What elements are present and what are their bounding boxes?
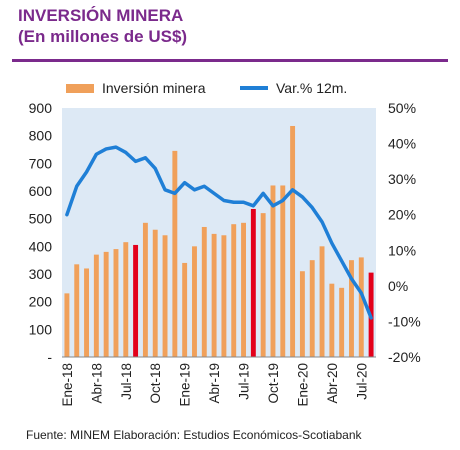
left-tick-label: 600 [29,183,53,199]
bar-ago-19 [250,208,256,357]
bar-series [64,125,374,357]
x-tick-label: Abr-19 [207,363,222,404]
x-tick-label: Abr-20 [325,363,340,404]
legend: Inversión minera Var.% 12m. [66,80,347,96]
line-series [65,145,373,320]
x-tick-label: Ene-19 [178,363,193,407]
bar-mar-19 [201,226,207,357]
x-tick-label: Ene-20 [295,363,310,407]
right-tick-label: 30% [388,171,416,187]
legend-swatch-bars [66,84,94,93]
right-tick-label: 40% [388,136,416,152]
x-tick-label: Ene-18 [60,363,75,407]
legend-label-bars: Inversión minera [102,80,206,96]
right-tick-label: 20% [388,207,416,223]
right-axis: -20% -10% 0% 10% 20% 30% 40% 50% [388,100,421,365]
left-tick-label: 200 [29,294,53,310]
right-tick-label: -10% [388,313,421,329]
left-tick-label: 400 [29,238,53,254]
left-tick-label: 500 [29,211,53,227]
x-tick-label: Jul-18 [119,363,134,400]
bar-feb-20 [309,260,315,357]
bar-abr-18 [93,254,99,357]
bar-dic-19 [290,125,296,357]
bar-jul-19 [241,222,246,357]
x-tick-label: Oct-19 [266,363,281,404]
x-tick-label: Jul-20 [354,363,369,400]
bar-abr-20 [329,283,335,357]
bar-may-20 [339,287,345,357]
bar-mar-20 [319,246,325,357]
bar-feb-19 [192,246,197,357]
line-var-12m [65,145,373,320]
bar-ene-18 [64,293,70,357]
bar-dic-18 [172,150,178,357]
left-tick-label: 800 [29,128,53,144]
left-tick-label: 100 [29,321,53,337]
bar-jul-20 [358,257,364,357]
title-divider [12,59,448,62]
bar-may-19 [221,235,227,357]
bar-sep-18 [142,222,148,357]
left-tick-label: 300 [29,266,53,282]
bar-abr-19 [211,233,217,357]
bar-jul-18 [123,242,129,357]
x-tick-label: Abr-18 [89,363,104,404]
x-tick-label: Jul-19 [237,363,252,400]
bar-sep-19 [260,213,266,357]
x-tick-label: Oct-18 [148,363,163,404]
bar-mar-18 [84,268,89,357]
bar-feb-18 [74,264,80,357]
bar-nov-19 [280,185,286,357]
chart-subtitle: (En millones de US$) [18,27,188,46]
right-tick-label: 50% [388,100,416,116]
bar-ago-18 [133,244,139,357]
bar-nov-18 [162,235,168,357]
bar-jun-18 [113,249,119,357]
bar-jun-19 [231,224,237,357]
legend-label-line: Var.% 12m. [276,80,347,96]
x-axis: Ene-18 Abr-18 Jul-18 Oct-18 Ene-19 Abr-19 Jul-… [60,356,376,407]
left-tick-label: 700 [29,155,53,171]
bar-ene-20 [299,271,305,357]
right-tick-label: 10% [388,242,416,258]
left-tick-label: 900 [29,100,53,116]
right-tick-label: 0% [388,278,408,294]
left-tick-label: - [47,349,52,365]
bar-may-18 [103,251,109,357]
bar-oct-19 [270,185,276,357]
combo-chart: - 100 200 300 400 500 600 700 800 900 -20% -10% 0% 1… [29,80,421,407]
bar-ene-19 [182,262,188,357]
bar-jun-20 [349,260,354,357]
chart-title: INVERSIÓN MINERA [18,6,184,25]
bar-oct-18 [152,229,158,357]
right-tick-label: -20% [388,349,421,365]
plot-area [62,108,376,357]
source-note: Fuente: MINEM Elaboración: Estudios Econ… [26,428,362,442]
left-axis: - 100 200 300 400 500 600 700 800 900 [29,100,53,365]
